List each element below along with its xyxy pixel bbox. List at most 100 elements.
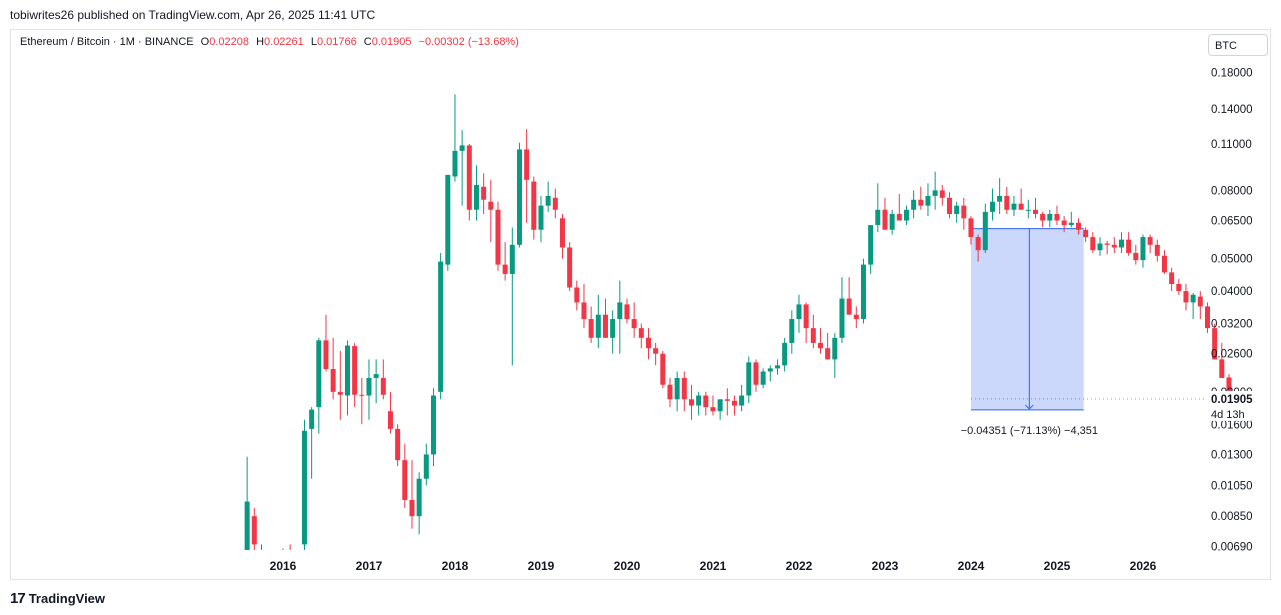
- candle-body: [918, 199, 924, 206]
- candle: [581, 284, 587, 329]
- candle: [875, 183, 881, 233]
- candle: [552, 188, 558, 219]
- candle-body: [495, 209, 501, 265]
- candle-body: [1118, 239, 1124, 248]
- candle-body: [638, 328, 644, 338]
- candle-body: [731, 400, 737, 406]
- candle: [387, 391, 393, 434]
- low-label: L: [310, 36, 317, 48]
- candle-body: [567, 247, 573, 288]
- brand-name: TradingView: [28, 591, 106, 606]
- candle: [473, 165, 479, 221]
- candle-body: [1183, 291, 1189, 303]
- candle: [330, 337, 336, 400]
- candle-body: [997, 195, 1003, 202]
- candle-body: [1226, 377, 1232, 399]
- candle: [1161, 250, 1167, 274]
- candle: [789, 310, 795, 354]
- candle-body: [559, 218, 565, 248]
- candle-body: [954, 205, 960, 214]
- low-value: 0.01766: [316, 36, 357, 48]
- candle: [932, 171, 938, 210]
- candle: [782, 337, 788, 372]
- candle-body: [975, 237, 981, 251]
- candle-body: [681, 377, 687, 400]
- candle-body: [502, 264, 508, 274]
- candle-body: [739, 395, 745, 406]
- candle: [430, 388, 436, 467]
- price-tick-label: 0.01050: [1211, 480, 1253, 492]
- candle-body: [624, 304, 630, 320]
- candle-body: [696, 395, 702, 406]
- candle-body: [817, 342, 823, 349]
- candle-body: [1061, 220, 1067, 226]
- open-label: O: [200, 36, 210, 48]
- time-tick-label: 2022: [786, 559, 813, 573]
- candle-body: [896, 213, 902, 221]
- candle-body: [868, 225, 874, 265]
- candle: [1169, 267, 1175, 292]
- candle: [1090, 232, 1096, 253]
- candle: [989, 188, 995, 221]
- candle: [323, 314, 329, 372]
- candle-body: [459, 145, 465, 151]
- candle: [975, 234, 981, 262]
- candle: [423, 443, 429, 486]
- candle-body: [1047, 213, 1053, 221]
- footer-brand[interactable]: 17 TradingView: [10, 590, 105, 607]
- candle-body: [889, 213, 895, 230]
- candle: [380, 359, 386, 400]
- candle: [466, 144, 472, 221]
- candle-body: [344, 345, 350, 396]
- open-value: 0.02208: [209, 36, 249, 48]
- candle: [853, 306, 859, 329]
- candle: [731, 395, 737, 416]
- candle: [1197, 291, 1203, 320]
- candle-body: [703, 395, 709, 408]
- time-tick-label: 2016: [270, 559, 297, 573]
- candle-body: [724, 399, 730, 401]
- candle-body: [803, 304, 809, 329]
- candle: [638, 323, 644, 349]
- measure-box[interactable]: [971, 228, 1084, 410]
- candle: [982, 203, 988, 253]
- candle: [681, 371, 687, 412]
- candle: [352, 342, 358, 408]
- candle-body: [1133, 252, 1139, 261]
- candle-body: [660, 353, 666, 385]
- time-tick-label: 2020: [614, 559, 641, 573]
- candle-body: [373, 374, 379, 378]
- last-price-tag: [1207, 390, 1269, 407]
- candle: [1040, 211, 1046, 228]
- publisher-line: tobiwrites26 published on TradingView.co…: [10, 8, 376, 22]
- candle: [825, 332, 831, 360]
- candle: [1133, 244, 1139, 265]
- candle: [911, 190, 917, 219]
- candle-body: [595, 314, 601, 338]
- candle: [488, 179, 494, 243]
- candle-body: [710, 407, 716, 412]
- candle-body: [1104, 243, 1110, 245]
- candle-body: [853, 314, 859, 320]
- candle: [409, 460, 415, 529]
- candle: [1061, 216, 1067, 233]
- candle: [696, 391, 702, 416]
- candle-body: [1054, 213, 1060, 221]
- candle: [366, 359, 372, 420]
- candle: [645, 328, 651, 360]
- candle-body: [574, 287, 580, 303]
- candle-countdown: 4d 13h: [1211, 409, 1245, 421]
- candle-body: [330, 369, 336, 392]
- candle-body: [1018, 203, 1024, 210]
- candle: [1118, 232, 1124, 253]
- candle: [903, 205, 909, 226]
- candle: [896, 194, 902, 221]
- candle: [1004, 186, 1010, 214]
- candle-body: [688, 399, 694, 406]
- candle-body: [516, 149, 522, 245]
- currency-button[interactable]: BTC: [1208, 34, 1268, 56]
- candle-body: [251, 516, 257, 545]
- candle: [803, 302, 809, 343]
- candle-body: [387, 411, 393, 429]
